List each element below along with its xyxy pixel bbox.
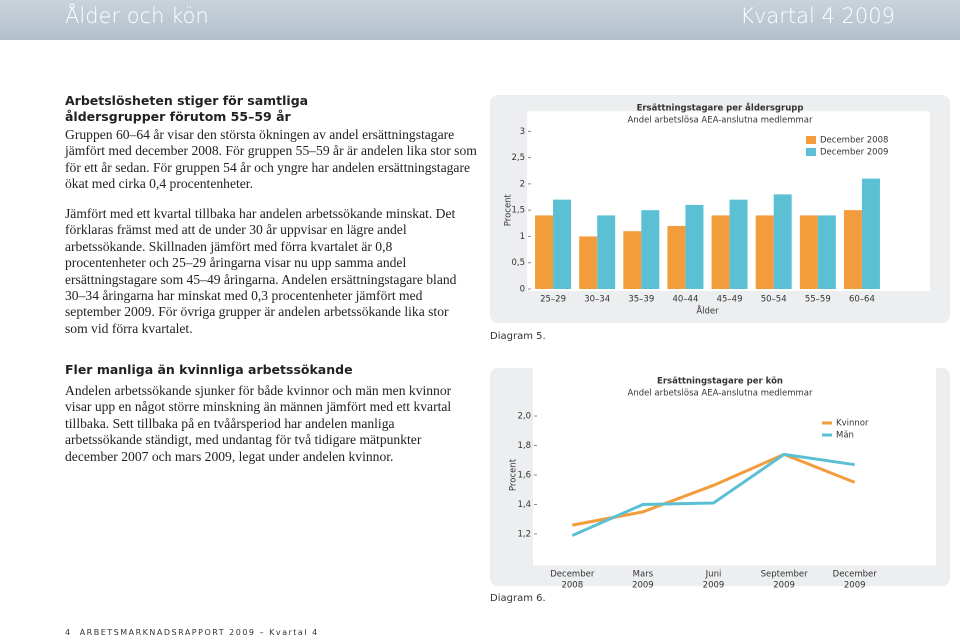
y-tick-label: 2 bbox=[520, 179, 525, 189]
header-band: Ålder och kön Kvartal 4 2009 bbox=[0, 0, 960, 40]
chart-subtitle: Andel arbetslösa AEA-anslutna medlemmar bbox=[628, 389, 813, 399]
paragraph: Jämfört med ett kvartal tillbaka har and… bbox=[65, 206, 457, 336]
x-tick-label: Mars 2009 bbox=[632, 569, 654, 590]
x-tick-label: 40–44 bbox=[672, 295, 698, 305]
bar bbox=[641, 210, 660, 289]
bar bbox=[843, 210, 862, 289]
plot-area bbox=[533, 366, 936, 566]
footer-text: ARBETSMARKNADSRAPPORT 2009 – Kvartal 4 bbox=[79, 628, 319, 637]
legend-label: Män bbox=[836, 431, 854, 441]
bar bbox=[773, 194, 792, 289]
x-tick-label: 55–59 bbox=[805, 295, 831, 305]
y-axis-label: Procent bbox=[504, 193, 514, 226]
y-tick-label: 1,5 bbox=[511, 206, 525, 216]
x-tick-label: 45–49 bbox=[717, 295, 743, 305]
bar bbox=[553, 199, 572, 289]
page-number: 4 bbox=[65, 628, 72, 637]
x-tick-label: 60–64 bbox=[849, 295, 875, 305]
bar bbox=[685, 204, 704, 289]
bar bbox=[861, 178, 880, 289]
section-heading: Fler manliga än kvinnliga arbetssökande bbox=[65, 362, 353, 377]
x-tick-label: December 2009 bbox=[833, 569, 878, 590]
y-tick-label: 0,5 bbox=[511, 258, 525, 268]
legend-swatch bbox=[806, 136, 816, 144]
bar bbox=[579, 236, 598, 289]
legend-swatch bbox=[806, 148, 816, 156]
paragraph: Andelen arbetssökande sjunker för både k… bbox=[65, 383, 452, 464]
bar bbox=[623, 231, 642, 289]
y-tick-label: 1,6 bbox=[517, 471, 531, 481]
x-tick-label: 30–34 bbox=[584, 295, 610, 305]
y-tick-label: 2,5 bbox=[511, 153, 525, 163]
header-quarter: Kvartal 4 2009 bbox=[740, 4, 895, 28]
x-tick-label: 25–29 bbox=[540, 295, 566, 305]
bar bbox=[535, 215, 554, 289]
bar bbox=[711, 215, 730, 289]
chart-caption: Diagram 6. bbox=[490, 593, 546, 604]
chart-subtitle: Andel arbetslösa AEA-anslutna medlemmar bbox=[628, 116, 813, 126]
x-axis-label: Ålder bbox=[696, 305, 719, 317]
bar bbox=[729, 199, 748, 289]
y-tick-label: 3 bbox=[520, 127, 525, 137]
bar bbox=[755, 215, 774, 289]
y-axis-label: Procent bbox=[509, 458, 519, 491]
legend-label: December 2008 bbox=[820, 136, 888, 146]
bar bbox=[799, 215, 818, 289]
section-heading: Arbetslösheten stiger för samtliga ålder… bbox=[65, 93, 309, 124]
bar bbox=[817, 215, 836, 289]
y-tick-label: 1,4 bbox=[517, 500, 531, 510]
y-tick-label: 2,0 bbox=[517, 412, 531, 422]
x-tick-label: Juni 2009 bbox=[703, 569, 725, 590]
chart-caption: Diagram 5. bbox=[490, 331, 546, 342]
footer: 4 ARBETSMARKNADSRAPPORT 2009 – Kvartal 4 bbox=[65, 628, 319, 637]
chart-title: Ersättningstagare per åldersgrupp bbox=[637, 103, 804, 114]
bar bbox=[597, 215, 616, 289]
header-title: Ålder och kön bbox=[65, 4, 209, 28]
chart-title: Ersättningstagare per kön bbox=[657, 377, 783, 387]
y-tick-label: 1,8 bbox=[517, 441, 531, 451]
x-tick-label: 35–39 bbox=[628, 295, 654, 305]
x-tick-label: September 2009 bbox=[761, 569, 808, 590]
y-tick-label: 0 bbox=[520, 285, 525, 295]
line bbox=[571, 452, 855, 537]
y-tick-label: 1,2 bbox=[517, 530, 531, 540]
legend-label: December 2009 bbox=[820, 148, 888, 158]
legend-label: Kvinnor bbox=[836, 419, 869, 429]
y-tick-label: 1 bbox=[520, 232, 525, 242]
paragraph: Gruppen 60–64 år visar den största öknin… bbox=[65, 127, 477, 192]
x-tick-label: 50–54 bbox=[761, 295, 787, 305]
bar bbox=[667, 225, 686, 289]
x-tick-label: December 2008 bbox=[550, 569, 595, 590]
